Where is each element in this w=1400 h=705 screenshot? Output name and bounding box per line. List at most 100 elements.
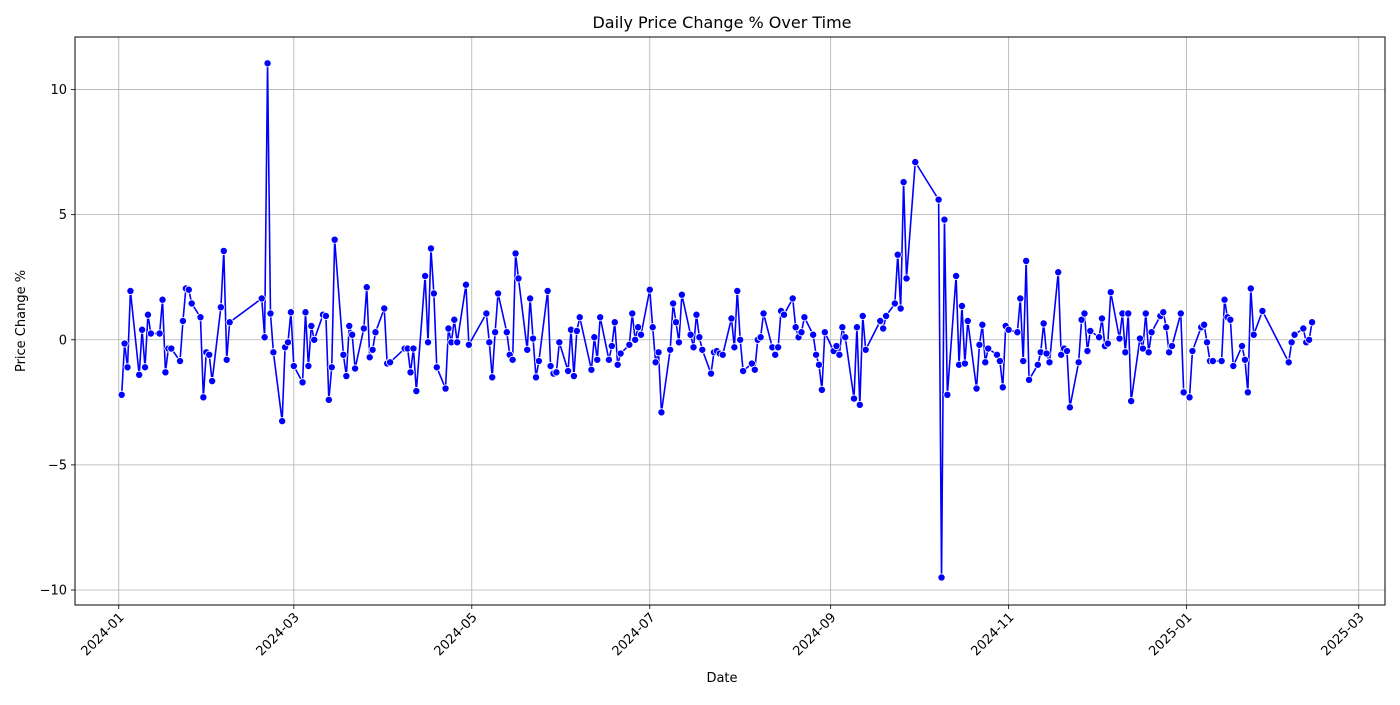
data-point	[508, 355, 517, 364]
y-tick-label: 5	[59, 208, 67, 223]
data-point	[424, 338, 433, 347]
data-point	[937, 573, 946, 582]
data-point	[135, 370, 144, 379]
x-tick-label: 2024-07	[610, 610, 659, 659]
data-point	[727, 314, 736, 323]
data-point	[1138, 344, 1147, 353]
x-tick-label: 2024-01	[79, 610, 128, 659]
data-point	[943, 390, 952, 399]
data-point	[564, 367, 573, 376]
data-point	[934, 195, 943, 204]
data-point	[666, 345, 675, 354]
data-point	[960, 359, 969, 368]
data-point	[225, 318, 234, 327]
data-point	[278, 417, 287, 426]
data-point	[1188, 347, 1197, 356]
data-point	[850, 394, 859, 403]
data-point	[672, 318, 681, 327]
data-point	[502, 328, 511, 337]
x-tick-label: 2025-01	[1146, 610, 1195, 659]
data-point	[1042, 349, 1051, 358]
data-point	[1121, 348, 1130, 357]
data-point	[812, 350, 821, 359]
data-point	[835, 350, 844, 359]
data-point	[339, 350, 348, 359]
data-points	[117, 59, 1317, 582]
data-point	[260, 333, 269, 342]
data-point	[1062, 347, 1071, 356]
data-point	[707, 369, 716, 378]
data-point	[368, 345, 377, 354]
data-point	[1258, 306, 1267, 315]
data-point	[1290, 330, 1299, 339]
data-point	[809, 330, 818, 339]
data-point	[286, 308, 295, 317]
data-point	[1159, 308, 1168, 317]
data-point	[733, 286, 742, 295]
data-point	[756, 333, 765, 342]
data-point	[645, 285, 654, 294]
data-point	[266, 309, 275, 318]
data-point	[995, 357, 1004, 366]
data-point	[1025, 375, 1034, 384]
data-point	[610, 318, 619, 327]
data-point	[981, 358, 990, 367]
data-point	[488, 373, 497, 382]
data-point	[593, 355, 602, 364]
data-point	[534, 357, 543, 366]
data-point	[940, 215, 949, 224]
data-point	[1019, 357, 1028, 366]
data-point	[718, 350, 727, 359]
data-point	[1185, 393, 1194, 402]
data-point	[491, 328, 500, 337]
data-point	[523, 345, 532, 354]
data-point	[750, 365, 759, 374]
data-point	[1095, 333, 1104, 342]
data-point	[634, 323, 643, 332]
data-point	[882, 311, 891, 320]
data-point	[1147, 328, 1156, 337]
data-point	[359, 324, 368, 333]
data-point	[386, 358, 395, 367]
series-line	[120, 62, 1313, 579]
data-point	[972, 384, 981, 393]
data-point	[126, 286, 135, 295]
data-point	[569, 372, 578, 381]
x-tick-label: 2024-11	[968, 610, 1017, 659]
data-point	[546, 362, 555, 371]
data-point	[686, 330, 695, 339]
data-point	[1135, 334, 1144, 343]
data-point	[1243, 388, 1252, 397]
data-point	[216, 303, 225, 312]
data-point	[1097, 314, 1106, 323]
data-point	[902, 274, 911, 283]
data-point	[1208, 357, 1217, 366]
x-tick-label: 2024-05	[432, 610, 481, 659]
data-point	[298, 378, 307, 387]
data-point	[283, 338, 292, 347]
data-point	[1249, 330, 1258, 339]
data-point	[531, 373, 540, 382]
data-point	[345, 321, 354, 330]
data-point	[208, 377, 217, 386]
data-point	[450, 315, 459, 324]
data-point	[861, 345, 870, 354]
data-point	[774, 343, 783, 352]
data-point	[739, 367, 748, 376]
data-point	[963, 316, 972, 325]
data-point	[482, 309, 491, 318]
data-point	[514, 274, 523, 283]
y-tick-label: 10	[50, 83, 67, 98]
data-point	[695, 333, 704, 342]
data-point	[852, 323, 861, 332]
data-point	[820, 328, 829, 337]
data-point	[1284, 358, 1293, 367]
data-point	[348, 330, 357, 339]
data-point	[461, 280, 470, 289]
data-point	[890, 299, 899, 308]
data-point	[590, 333, 599, 342]
x-axis-ticks: 2024-01 2024-03 2024-05 2024-07 2024-09 2024-…	[79, 605, 1368, 659]
data-point	[120, 339, 129, 348]
data-point	[1013, 328, 1022, 337]
data-point	[406, 368, 415, 377]
